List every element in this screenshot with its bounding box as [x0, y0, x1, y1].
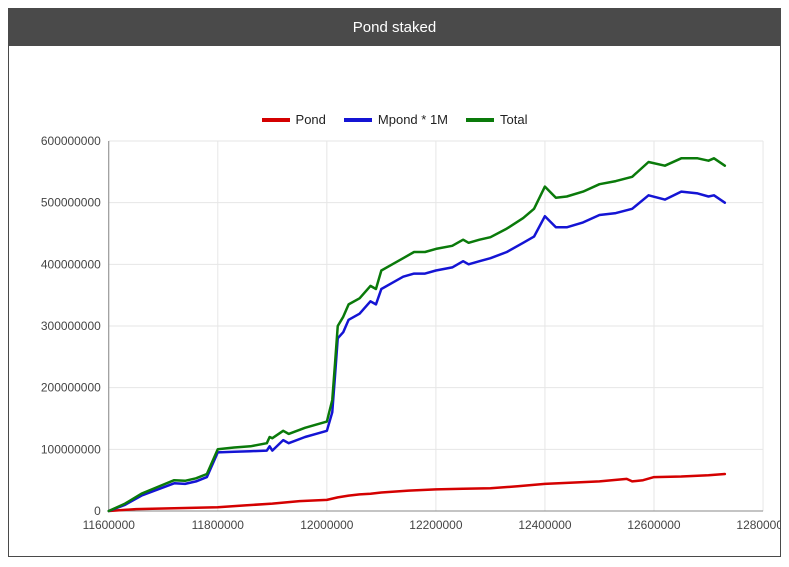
svg-text:12000000: 12000000 — [300, 518, 354, 532]
legend-item-mpond: Mpond * 1M — [344, 112, 448, 127]
svg-text:400000000: 400000000 — [41, 257, 101, 271]
svg-text:11600000: 11600000 — [83, 518, 136, 532]
legend-item-pond: Pond — [262, 112, 326, 127]
svg-text:12200000: 12200000 — [409, 518, 463, 532]
legend-label-mpond: Mpond * 1M — [378, 112, 448, 127]
svg-text:0: 0 — [94, 504, 101, 518]
svg-text:12400000: 12400000 — [518, 518, 572, 532]
svg-text:600000000: 600000000 — [41, 134, 101, 148]
legend-swatch-mpond — [344, 118, 372, 122]
legend-swatch-total — [466, 118, 494, 122]
svg-text:12600000: 12600000 — [627, 518, 681, 532]
chart-panel: Pond staked Pond Mpond * 1M Total 0 10000… — [8, 8, 781, 557]
svg-text:500000000: 500000000 — [41, 196, 101, 210]
plot-area: Pond Mpond * 1M Total 0 100000000 20000000… — [9, 46, 780, 556]
svg-text:11800000: 11800000 — [192, 518, 245, 532]
svg-text:12800000: 12800000 — [736, 518, 780, 532]
svg-text:200000000: 200000000 — [41, 381, 101, 395]
panel-title: Pond staked — [9, 9, 780, 46]
legend-label-total: Total — [500, 112, 527, 127]
chart-legend: Pond Mpond * 1M Total — [9, 112, 780, 127]
panel-body: Pond Mpond * 1M Total 0 100000000 20000000… — [9, 46, 780, 556]
svg-text:100000000: 100000000 — [41, 442, 101, 456]
legend-item-total: Total — [466, 112, 527, 127]
svg-text:300000000: 300000000 — [41, 319, 101, 333]
legend-swatch-pond — [262, 118, 290, 122]
legend-label-pond: Pond — [296, 112, 326, 127]
